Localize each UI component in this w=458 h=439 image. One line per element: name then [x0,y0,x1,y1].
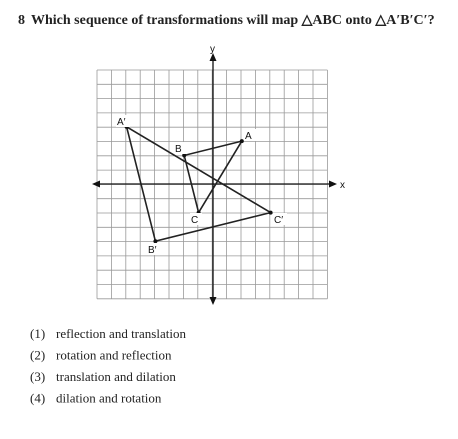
label-b: B [175,144,182,155]
question-number: 8 [18,13,25,28]
triangle-abc [183,139,244,215]
label-b-prime: B′ [148,245,157,256]
choice-text: rotation and reflection [56,348,172,363]
triangle-a-prime-b-prime-c-prime [125,125,273,243]
choice-number: (4) [30,391,45,406]
choice-text: translation and dilation [56,369,176,384]
choice-number: (2) [30,348,45,363]
label-a-prime: A′ [117,117,126,128]
vertex-labels: A B C A′ B′ C′ [116,115,287,256]
label-a: A [245,131,252,142]
choice-text: reflection and translation [56,326,186,341]
axis-arrows [92,53,337,305]
choice-text: dilation and rotation [56,391,162,406]
y-axis-label: y [210,44,215,55]
choice-number: (3) [30,369,45,384]
choice-number: (1) [30,326,45,341]
label-c-prime: C′ [274,215,283,226]
choices: (1) reflection and translation (2) rotation… [30,326,186,406]
label-c: C [191,215,198,226]
x-axis-label: x [340,180,345,191]
question-text: Which sequence of transformations will m… [31,13,435,28]
